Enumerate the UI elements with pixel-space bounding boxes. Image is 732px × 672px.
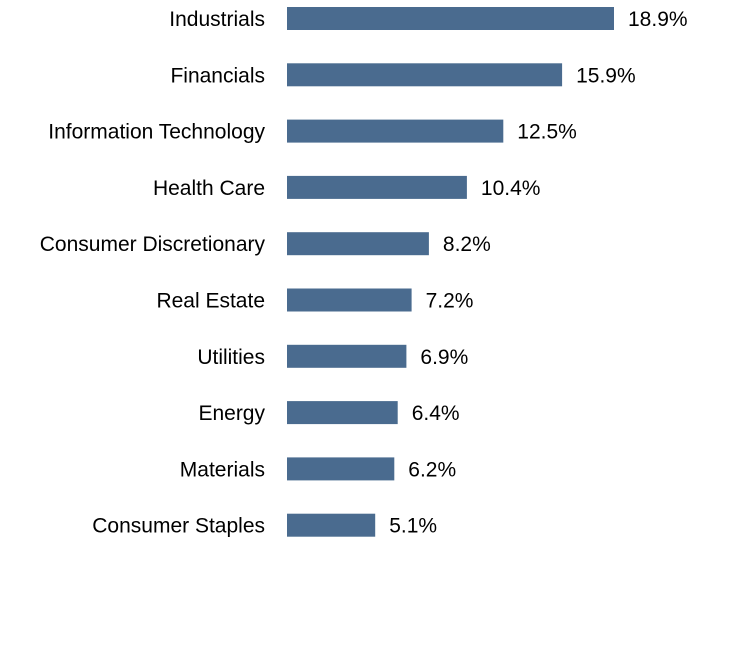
category-labels-group: Industrials Financials Information Technol… (40, 8, 266, 538)
value-label: 7.2% (426, 290, 474, 313)
value-labels-group: 18.9% 15.9% 12.5% 10.4% 8.2% 7.2% 6.9% 6.4% 6.2%… (389, 8, 687, 538)
bar (287, 232, 429, 256)
category-label: Industrials (169, 8, 265, 31)
value-label: 6.4% (412, 402, 460, 425)
category-label: Consumer Discretionary (40, 233, 266, 256)
bars-group (287, 7, 614, 537)
value-label: 15.9% (576, 64, 636, 87)
bar (287, 457, 395, 481)
category-label: Utilities (197, 346, 265, 369)
bar (287, 63, 563, 87)
bar (287, 7, 614, 30)
value-label: 12.5% (517, 121, 577, 144)
bar (287, 344, 407, 368)
bar (287, 288, 412, 312)
value-label: 6.2% (408, 458, 456, 481)
value-label: 8.2% (443, 233, 491, 256)
value-label: 10.4% (481, 177, 541, 200)
value-label: 18.9% (628, 8, 688, 31)
category-label: Health Care (153, 177, 265, 200)
category-label: Real Estate (156, 290, 265, 313)
bar (287, 119, 504, 143)
value-label: 6.9% (420, 346, 468, 369)
category-label: Energy (198, 402, 265, 425)
category-label: Materials (180, 458, 265, 481)
bar (287, 513, 376, 537)
bar (287, 401, 398, 425)
category-label: Consumer Staples (92, 515, 265, 538)
bar (287, 175, 467, 199)
value-label: 5.1% (389, 515, 437, 538)
category-label: Information Technology (48, 121, 265, 144)
category-label: Financials (170, 64, 265, 87)
